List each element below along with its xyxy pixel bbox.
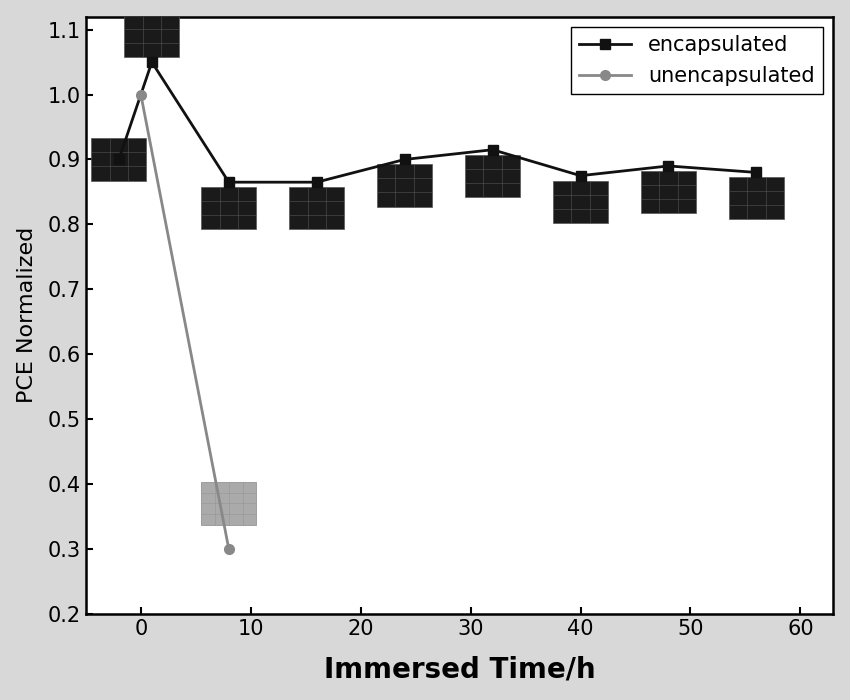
encapsulated (114, 155, 124, 164)
FancyBboxPatch shape (201, 187, 256, 229)
encapsulated (224, 178, 234, 186)
FancyBboxPatch shape (729, 177, 784, 220)
FancyBboxPatch shape (377, 164, 432, 206)
Y-axis label: PCE Normalized: PCE Normalized (17, 227, 37, 403)
unencapsulated (136, 90, 146, 99)
Line: encapsulated: encapsulated (114, 57, 762, 187)
encapsulated (751, 168, 762, 176)
encapsulated (663, 162, 673, 170)
encapsulated (575, 172, 586, 180)
encapsulated (147, 58, 157, 66)
Legend: encapsulated, unencapsulated: encapsulated, unencapsulated (571, 27, 823, 94)
Line: unencapsulated: unencapsulated (136, 90, 234, 554)
X-axis label: Immersed Time/h: Immersed Time/h (324, 655, 595, 683)
FancyBboxPatch shape (124, 15, 179, 57)
encapsulated (312, 178, 322, 186)
FancyBboxPatch shape (201, 482, 256, 524)
FancyBboxPatch shape (465, 155, 520, 197)
FancyBboxPatch shape (92, 139, 146, 181)
encapsulated (488, 146, 498, 154)
FancyBboxPatch shape (553, 181, 608, 223)
FancyBboxPatch shape (289, 187, 344, 229)
encapsulated (400, 155, 410, 164)
unencapsulated (224, 545, 234, 553)
FancyBboxPatch shape (641, 171, 696, 213)
